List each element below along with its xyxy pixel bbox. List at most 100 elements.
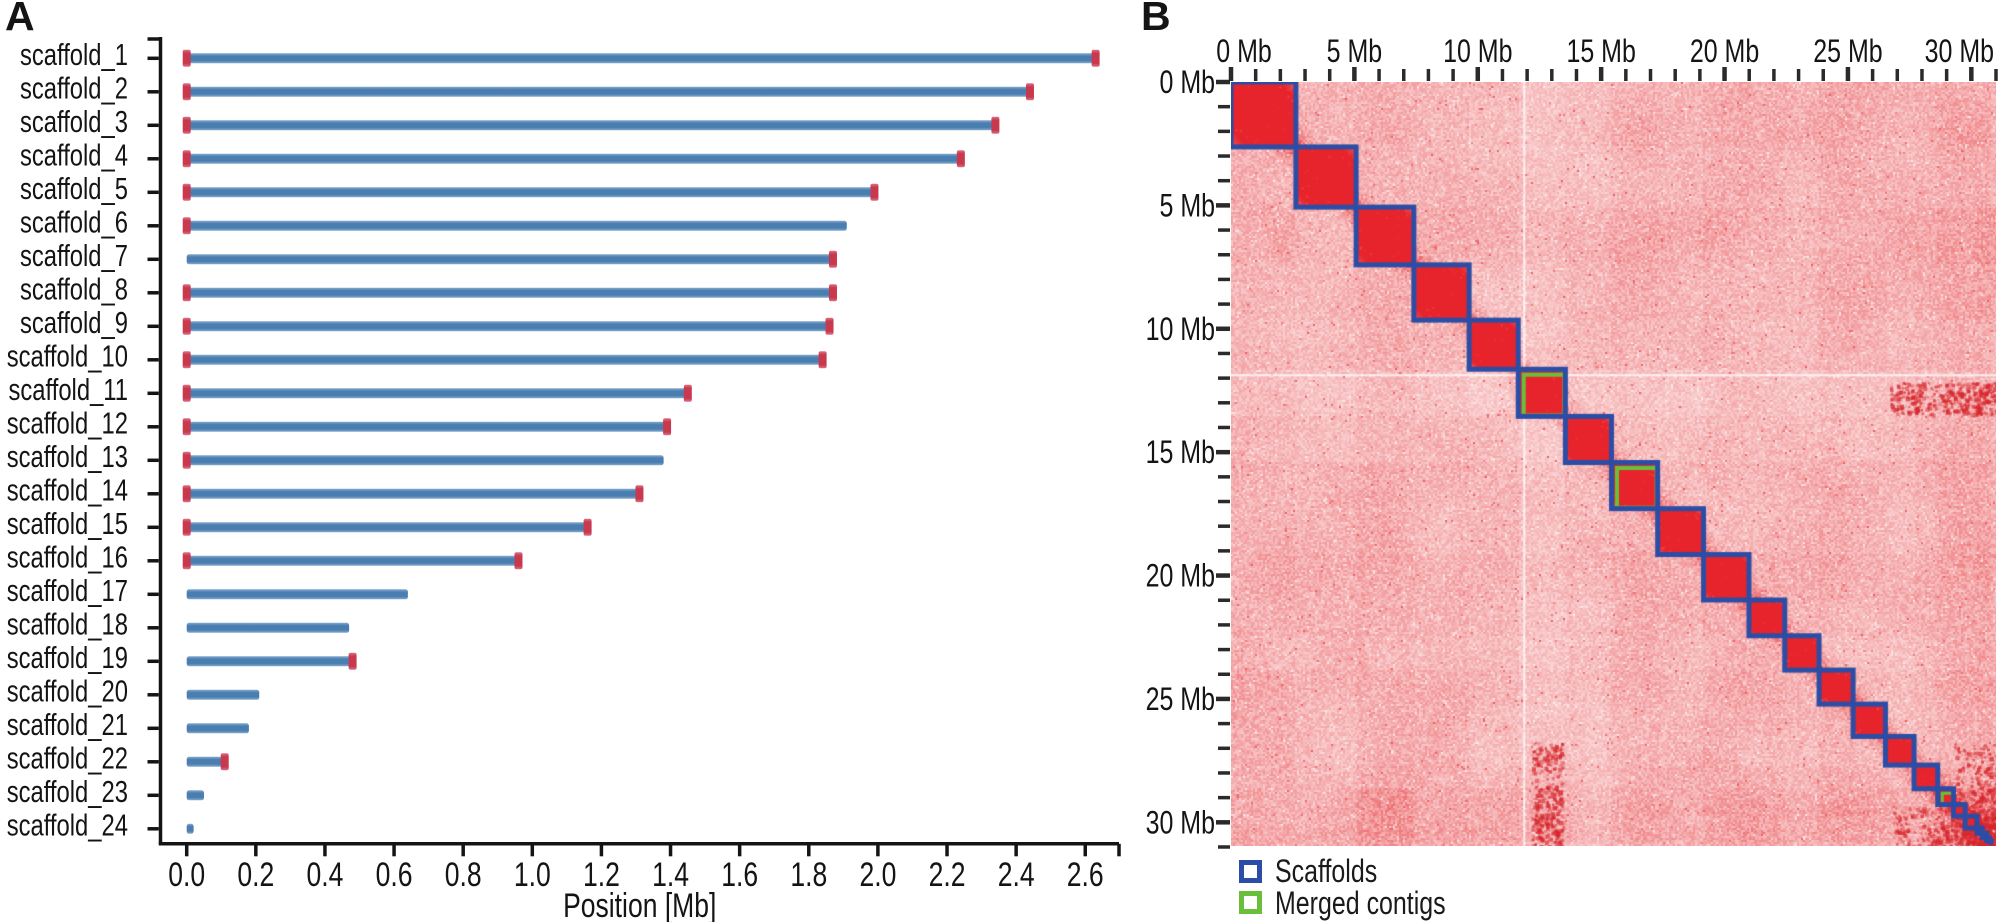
hic-contact-map — [1231, 82, 1996, 846]
y-tick-label: scaffold_4 — [20, 138, 128, 172]
hic-y-tick-label: 10 Mb — [1146, 311, 1215, 347]
y-tick-label: scaffold_1 — [20, 38, 128, 72]
y-tick-label: scaffold_17 — [7, 574, 128, 608]
scaffold-bar — [186, 589, 408, 600]
scaffold-bar — [186, 723, 249, 734]
telomere-marker-right — [583, 518, 592, 536]
x-tick-label: 2.6 — [1067, 856, 1104, 894]
scaffold-length-bar-chart: scaffold_1scaffold_2scaffold_3scaffold_4… — [7, 37, 1121, 922]
x-tick-label: 2.4 — [998, 856, 1035, 894]
hic-x-tick-label: 10 Mb — [1443, 33, 1512, 69]
hic-y-tick-label: 15 Mb — [1146, 434, 1215, 470]
scaffold-bar — [186, 321, 830, 332]
hic-x-tick-label: 0 Mb — [1216, 33, 1272, 69]
scaffold-bar — [186, 153, 961, 164]
telomere-marker-right — [348, 652, 357, 670]
telomere-marker-right — [220, 753, 229, 771]
x-tick-label: 0.4 — [306, 856, 343, 894]
telomere-marker-left — [182, 49, 191, 67]
telomere-marker-left — [182, 150, 191, 168]
hic-x-tick-label: 15 Mb — [1566, 33, 1635, 69]
x-tick-label: 0.6 — [376, 856, 413, 894]
hic-x-tick-label: 5 Mb — [1327, 33, 1383, 69]
telomere-marker-left — [182, 183, 191, 201]
y-tick-label: scaffold_14 — [7, 473, 128, 507]
telomere-marker-right — [956, 150, 965, 168]
scaffold-bar — [186, 756, 225, 767]
telomere-marker-right — [991, 116, 1000, 134]
scaffold-bar — [186, 455, 664, 466]
y-tick-label: scaffold_18 — [7, 607, 128, 641]
x-tick-label: 2.0 — [859, 856, 896, 894]
telomere-marker-right — [870, 183, 879, 201]
telomere-marker-right — [635, 485, 644, 503]
telomere-marker-right — [828, 284, 837, 302]
scaffold-bar — [186, 53, 1096, 64]
legend-label-scaffolds: Scaffolds — [1275, 853, 1378, 889]
y-tick-label: scaffold_8 — [20, 272, 128, 306]
scaffold-bar — [186, 388, 688, 399]
y-tick-label: scaffold_2 — [20, 71, 128, 105]
y-tick-label: scaffold_22 — [7, 741, 128, 775]
scaffold-bar — [186, 488, 640, 499]
telomere-marker-left — [182, 284, 191, 302]
y-tick-label: scaffold_16 — [7, 540, 128, 574]
legend-label-merged-contigs: Merged contigs — [1275, 884, 1446, 921]
telomere-marker-left — [182, 317, 191, 335]
merged-contigs-swatch-icon — [1239, 891, 1262, 914]
scaffold-bar — [186, 421, 668, 432]
x-tick-label: 1.2 — [583, 856, 620, 894]
x-tick-label: 1.4 — [652, 856, 689, 894]
x-tick-label: 0.0 — [168, 856, 205, 894]
scaffold-bar — [186, 622, 350, 633]
y-tick-label: scaffold_21 — [7, 708, 128, 742]
y-tick-label: scaffold_13 — [7, 440, 128, 474]
scaffolds-swatch-icon — [1239, 859, 1262, 883]
scaffold-bar — [186, 656, 353, 667]
hic-y-tick-label: 25 Mb — [1146, 681, 1215, 717]
x-tick-label: 2.2 — [929, 856, 966, 894]
telomere-marker-right — [828, 250, 837, 268]
x-tick-label: 1.8 — [790, 856, 827, 894]
telomere-marker-left — [182, 116, 191, 134]
y-tick-label: scaffold_11 — [9, 373, 129, 407]
telomere-marker-left — [182, 83, 191, 101]
telomere-marker-left — [182, 217, 191, 235]
y-tick-label: scaffold_23 — [7, 775, 128, 809]
telomere-marker-right — [1025, 83, 1034, 101]
scaffold-bar — [186, 187, 875, 198]
legend-item-scaffolds: Scaffolds — [1239, 853, 1406, 889]
scaffold-bar — [186, 689, 260, 700]
telomere-marker-right — [825, 317, 834, 335]
y-tick-label: scaffold_15 — [7, 507, 128, 541]
hic-y-tick-label: 20 Mb — [1146, 558, 1215, 594]
scaffold-bar — [186, 120, 996, 131]
telomere-marker-left — [182, 485, 191, 503]
scaffold-bar — [186, 220, 847, 231]
telomere-marker-right — [663, 418, 672, 436]
telomere-marker-left — [182, 418, 191, 436]
scaffold-bar — [186, 790, 204, 801]
hic-y-tick-label: 30 Mb — [1146, 804, 1215, 840]
panel-a-label: A — [5, 0, 35, 39]
hic-x-tick-label: 25 Mb — [1813, 33, 1882, 69]
panel-b-label: B — [1141, 0, 1171, 39]
x-axis-title: Position [Mb] — [563, 887, 716, 922]
telomere-marker-left — [182, 384, 191, 402]
telomere-marker-left — [182, 351, 191, 369]
legend-item-merged-contigs: Merged contigs — [1239, 884, 1494, 921]
y-tick-label: scaffold_6 — [20, 205, 128, 239]
x-tick-label: 1.0 — [514, 856, 551, 894]
x-tick-label: 0.2 — [237, 856, 274, 894]
hic-axes: 0 Mb 5 Mb 10 Mb 15 Mb 20 Mb 25 Mb 30 Mb 0 Mb 5 M… — [1146, 33, 1998, 849]
x-tick-label: 0.8 — [445, 856, 482, 894]
scaffold-bar — [186, 86, 1030, 97]
hic-x-tick-label: 20 Mb — [1690, 33, 1759, 69]
y-tick-label: scaffold_7 — [20, 239, 128, 273]
scaffold-bar — [186, 254, 833, 265]
y-tick-label: scaffold_10 — [7, 339, 128, 373]
telomere-marker-left — [182, 552, 191, 570]
y-tick-label: scaffold_12 — [7, 406, 128, 440]
telomere-marker-right — [1091, 49, 1100, 67]
